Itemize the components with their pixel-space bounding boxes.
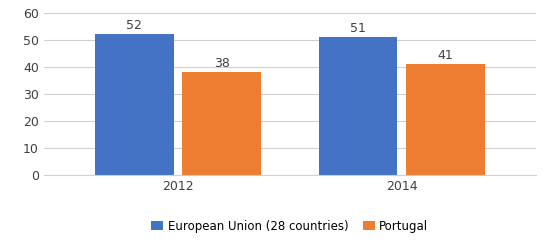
Text: 38: 38 (214, 57, 230, 70)
Bar (319, 37, 397, 175)
Text: 41: 41 (438, 49, 453, 62)
Legend: European Union (28 countries), Portugal: European Union (28 countries), Portugal (147, 215, 433, 237)
Text: 51: 51 (350, 22, 366, 35)
Bar (183, 72, 261, 175)
Bar (406, 64, 485, 175)
Text: 52: 52 (126, 19, 142, 32)
Bar (95, 34, 173, 175)
